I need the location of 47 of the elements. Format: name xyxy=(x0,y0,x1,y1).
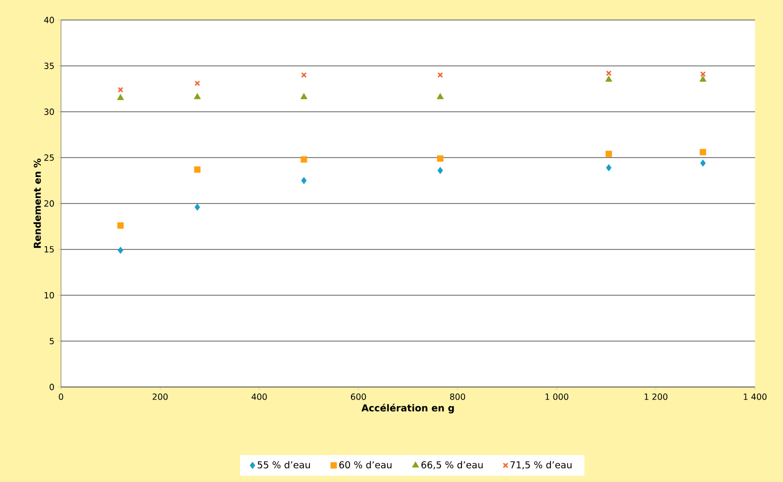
x-tick-label: 1 000 xyxy=(546,394,568,400)
point xyxy=(300,93,308,100)
point xyxy=(194,80,200,86)
point xyxy=(700,160,706,167)
point xyxy=(301,72,307,78)
x-tick-label: 1 400 xyxy=(744,394,767,400)
point xyxy=(118,246,124,254)
x-tick-label: 400 xyxy=(252,394,267,400)
point xyxy=(606,150,612,158)
point xyxy=(194,93,201,100)
y-tick-label: 10 xyxy=(44,292,54,298)
point xyxy=(700,148,706,156)
x-axis-title: Accélération en g xyxy=(361,404,454,414)
y-tick-label: 30 xyxy=(44,108,54,115)
point xyxy=(194,204,200,211)
point xyxy=(606,70,612,76)
y-tick-label: 5 xyxy=(50,338,54,344)
point xyxy=(699,76,706,82)
x-tick-label: 200 xyxy=(152,394,168,400)
y-tick-label: 25 xyxy=(44,154,54,161)
y-tick-label: 20 xyxy=(44,200,54,207)
point xyxy=(606,164,612,172)
y-tick-label: 0 xyxy=(50,384,54,390)
point xyxy=(605,76,612,82)
x-tick-label: 800 xyxy=(450,394,466,400)
point xyxy=(117,222,124,229)
x-tick-label: 1 200 xyxy=(644,394,668,400)
y-axis-title: Rendement en % xyxy=(34,158,41,248)
legend-label: 55 % d’eau xyxy=(258,461,310,468)
legend-label: 71,5 % d’eau xyxy=(510,461,572,470)
point xyxy=(437,155,444,162)
legend-label: 60 % d’eau xyxy=(339,461,392,468)
point xyxy=(194,166,201,173)
x-tick-label: 600 xyxy=(350,394,366,400)
y-tick-label: 15 xyxy=(44,246,54,253)
y-tick-label: 40 xyxy=(44,16,54,24)
point xyxy=(301,176,307,184)
point xyxy=(300,156,308,163)
point xyxy=(437,166,443,174)
y-tick-label: 35 xyxy=(44,62,54,70)
point xyxy=(700,71,706,77)
point xyxy=(436,93,444,100)
legend-label: 66,5 % d’eau xyxy=(421,461,483,470)
point xyxy=(118,86,124,93)
point xyxy=(437,72,444,78)
x-tick-label: 0 xyxy=(58,394,64,400)
point xyxy=(117,94,124,100)
